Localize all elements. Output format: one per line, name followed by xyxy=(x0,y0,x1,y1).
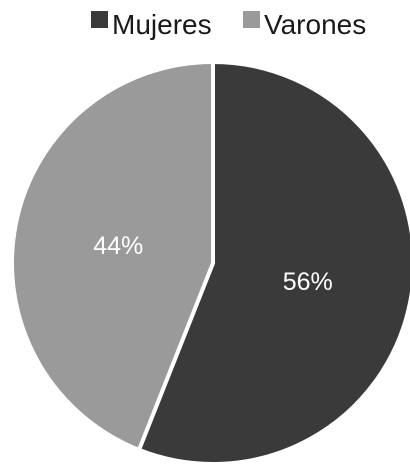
legend: Mujeres Varones xyxy=(91,9,366,40)
pie-slice-mujeres xyxy=(137,60,410,465)
legend-swatch-varones xyxy=(243,11,260,28)
pie-slices xyxy=(10,60,410,465)
legend-swatch-mujeres xyxy=(91,11,108,28)
pie-slice-varones xyxy=(10,60,215,452)
data-label-varones: 44% xyxy=(93,232,143,260)
data-label-mujeres: 56% xyxy=(283,268,333,296)
legend-label-mujeres: Mujeres xyxy=(112,9,212,40)
data-labels: 56% 44% xyxy=(93,232,333,296)
legend-label-varones: Varones xyxy=(264,9,366,40)
